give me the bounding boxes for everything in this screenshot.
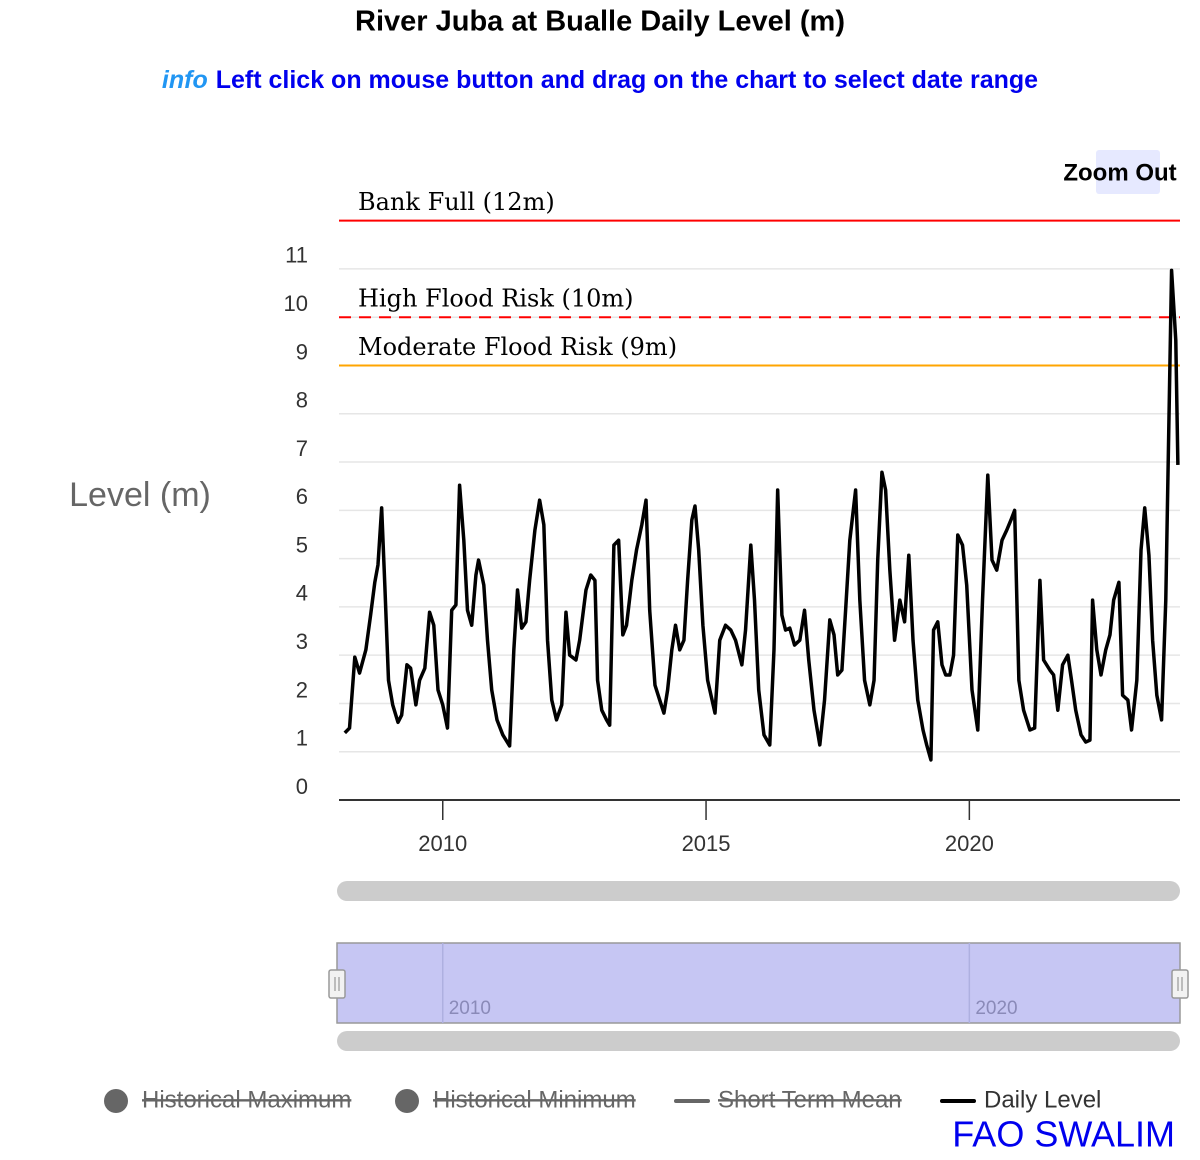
navigator-tick-label: 2010 <box>449 998 491 1019</box>
subtitle-info: info <box>162 66 208 94</box>
y-tick-label: 5 <box>296 532 308 557</box>
plot-line-label: Bank Full (12m) <box>358 188 555 216</box>
chart-title: River Juba at Bualle Daily Level (m) <box>355 6 845 38</box>
zoom-button-label[interactable]: Zoom Out <box>1063 159 1176 186</box>
y-tick-label: 4 <box>296 581 308 606</box>
navigator-scrollbar[interactable] <box>337 1031 1180 1051</box>
series <box>343 268 1180 762</box>
plot-line-label: Moderate Flood Risk (9m) <box>358 333 677 361</box>
legend-item[interactable]: Short Term Mean <box>674 1086 902 1113</box>
legend-symbol[interactable] <box>104 1089 128 1113</box>
series-line <box>343 268 1180 762</box>
y-tick-label: 1 <box>296 726 308 751</box>
y-tick-label: 2 <box>296 677 308 702</box>
legend-symbol[interactable] <box>395 1089 419 1113</box>
legend-label[interactable]: Short Term Mean <box>718 1086 902 1113</box>
navigator-handle[interactable] <box>328 969 346 999</box>
plot-line-label: High Flood Risk (10m) <box>358 285 634 313</box>
navigator-selection[interactable] <box>336 942 1181 1024</box>
subtitle-text: Left click on mouse button and drag on t… <box>216 66 1038 94</box>
y-tick-label: 10 <box>284 291 308 316</box>
zoom-button[interactable]: Zoom Out <box>1063 150 1177 194</box>
navigator[interactable]: 2010 2020 <box>328 942 1189 1024</box>
legend-label[interactable]: Daily Level <box>984 1086 1101 1113</box>
legend: Historical Maximum Historical Minimum Shor… <box>104 1086 1101 1113</box>
y-tick-label: 7 <box>296 436 308 461</box>
legend-label[interactable]: Historical Minimum <box>433 1086 636 1113</box>
legend-item[interactable]: Daily Level <box>940 1086 1101 1113</box>
scrollbar[interactable] <box>337 881 1180 901</box>
y-axis-title: Level (m) <box>69 476 211 514</box>
y-tick-label: 8 <box>296 388 308 413</box>
x-tick-label: 2015 <box>682 831 731 856</box>
legend-item[interactable]: Historical Maximum <box>104 1086 351 1113</box>
y-tick-label: 3 <box>296 629 308 654</box>
navigator-handle[interactable] <box>1171 969 1189 999</box>
y-tick-label: 0 <box>296 774 308 799</box>
x-tick-label: 2020 <box>945 831 994 856</box>
y-tick-label: 6 <box>296 484 308 509</box>
navigator-tick-label: 2020 <box>975 998 1017 1019</box>
x-tick-label: 2010 <box>418 831 467 856</box>
axes: 0 1 2 3 4 5 6 7 8 9 10 11 2010 2015 2020 <box>284 243 1180 856</box>
legend-item[interactable]: Historical Minimum <box>395 1086 636 1113</box>
chart-subtitle: info Left click on mouse button and drag … <box>162 66 1038 94</box>
zoom-button-background[interactable] <box>1096 150 1160 194</box>
y-tick-label: 9 <box>296 339 308 364</box>
credits: FAO SWALIM <box>952 1114 1175 1155</box>
plot-lines: Bank Full (12m) High Flood Risk (10m) Mode… <box>339 188 1180 367</box>
legend-label[interactable]: Historical Maximum <box>142 1086 351 1113</box>
y-tick-label: 11 <box>285 243 308 268</box>
